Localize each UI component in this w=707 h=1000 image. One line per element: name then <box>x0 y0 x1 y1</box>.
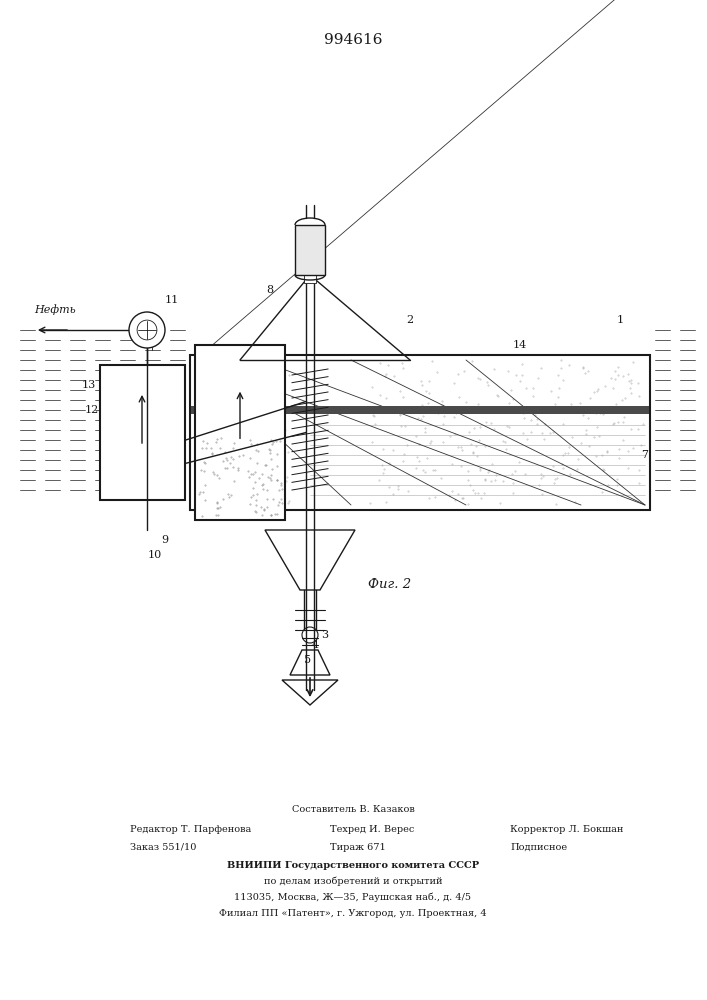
Text: 12: 12 <box>85 405 99 415</box>
Text: ВНИИПИ Государственного комитета СССР: ВНИИПИ Государственного комитета СССР <box>227 861 479 870</box>
Text: Редактор Т. Парфенова: Редактор Т. Парфенова <box>130 825 251 834</box>
Text: Нефть: Нефть <box>34 304 76 315</box>
Text: 1: 1 <box>617 315 624 325</box>
Text: 10: 10 <box>148 550 162 560</box>
Text: Подписное: Подписное <box>510 843 567 852</box>
Text: 2: 2 <box>407 315 414 325</box>
Bar <box>195 345 285 520</box>
Text: Заказ 551/10: Заказ 551/10 <box>130 843 197 852</box>
Text: 8: 8 <box>267 285 274 295</box>
Bar <box>100 365 185 500</box>
Text: по делам изобретений и открытий: по делам изобретений и открытий <box>264 877 443 886</box>
Bar <box>191 406 649 414</box>
Text: Корректор Л. Бокшан: Корректор Л. Бокшан <box>510 825 624 834</box>
Circle shape <box>129 312 165 348</box>
Text: 11: 11 <box>165 295 179 305</box>
Text: Тираж 671: Тираж 671 <box>330 843 386 852</box>
Text: 14: 14 <box>513 340 527 350</box>
Text: 7: 7 <box>641 450 648 460</box>
Text: Составитель В. Казаков: Составитель В. Казаков <box>291 805 414 814</box>
Bar <box>304 275 316 283</box>
Text: Техред И. Верес: Техред И. Верес <box>330 825 414 834</box>
Bar <box>190 355 650 510</box>
Text: Филиал ПП «Патент», г. Ужгород, ул. Проектная, 4: Филиал ПП «Патент», г. Ужгород, ул. Прое… <box>219 909 487 918</box>
Text: 9: 9 <box>161 535 168 545</box>
Text: Фиг. 2: Фиг. 2 <box>368 578 411 591</box>
Text: 13: 13 <box>82 380 96 390</box>
Text: 113035, Москва, Ж—35, Раушская наб., д. 4/5: 113035, Москва, Ж—35, Раушская наб., д. … <box>235 893 472 902</box>
Text: 994616: 994616 <box>324 33 382 47</box>
Text: 5: 5 <box>305 655 312 665</box>
Text: 4: 4 <box>312 640 319 650</box>
Bar <box>295 225 325 275</box>
Text: 3: 3 <box>322 630 329 640</box>
